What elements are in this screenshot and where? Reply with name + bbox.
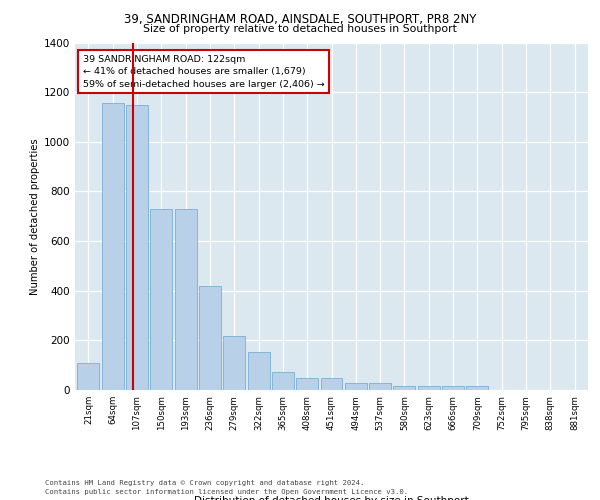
Bar: [442, 386, 464, 390]
Bar: [320, 378, 343, 390]
Bar: [223, 336, 245, 390]
Bar: [418, 386, 440, 390]
Y-axis label: Number of detached properties: Number of detached properties: [30, 138, 40, 294]
Bar: [199, 286, 221, 390]
Bar: [175, 209, 197, 390]
Text: Size of property relative to detached houses in Southport: Size of property relative to detached ho…: [143, 24, 457, 34]
X-axis label: Distribution of detached houses by size in Southport: Distribution of detached houses by size …: [194, 496, 469, 500]
Bar: [126, 105, 148, 390]
Bar: [369, 382, 391, 390]
Text: Contains HM Land Registry data © Crown copyright and database right 2024.: Contains HM Land Registry data © Crown c…: [45, 480, 364, 486]
Bar: [102, 104, 124, 390]
Text: Contains public sector information licensed under the Open Government Licence v3: Contains public sector information licen…: [45, 489, 408, 495]
Bar: [345, 382, 367, 390]
Bar: [272, 372, 294, 390]
Bar: [466, 386, 488, 390]
Bar: [77, 362, 100, 390]
Bar: [248, 352, 269, 390]
Bar: [296, 378, 318, 390]
Bar: [394, 386, 415, 390]
Text: 39 SANDRINGHAM ROAD: 122sqm
← 41% of detached houses are smaller (1,679)
59% of : 39 SANDRINGHAM ROAD: 122sqm ← 41% of det…: [83, 54, 325, 88]
Bar: [151, 209, 172, 390]
Text: 39, SANDRINGHAM ROAD, AINSDALE, SOUTHPORT, PR8 2NY: 39, SANDRINGHAM ROAD, AINSDALE, SOUTHPOR…: [124, 12, 476, 26]
